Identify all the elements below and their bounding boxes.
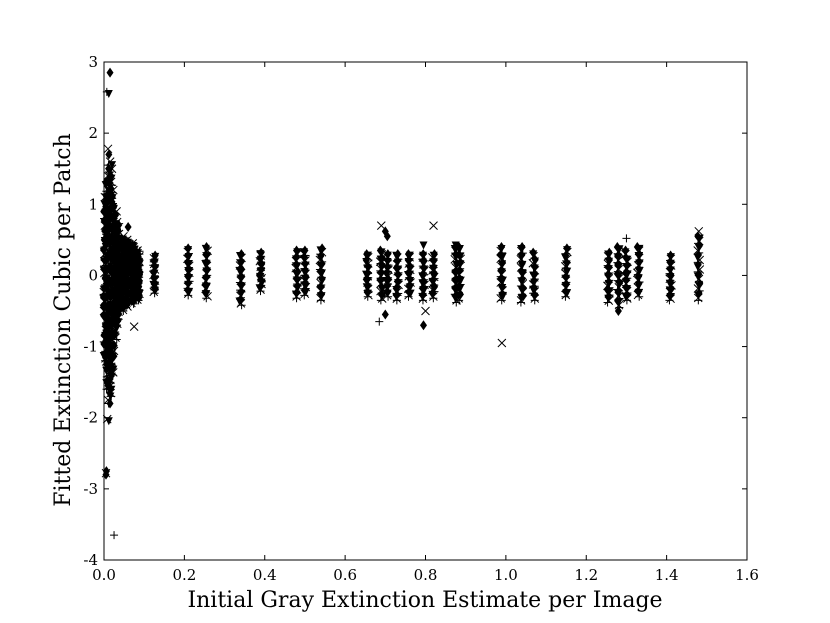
- data-point: [105, 149, 113, 160]
- data-point: [419, 241, 428, 250]
- data-point: [667, 250, 675, 261]
- data-point: [133, 246, 142, 255]
- y-tick-label: 2: [88, 124, 98, 142]
- x-tick-label: 0.6: [333, 566, 357, 584]
- data-point: [300, 252, 308, 263]
- x-tick-label: 0.2: [172, 566, 196, 584]
- data-point: [150, 272, 158, 283]
- data-point: [529, 247, 537, 258]
- y-tick-label: -2: [83, 409, 98, 427]
- data-point: [383, 231, 391, 242]
- x-axis-label: Initial Gray Extinction Estimate per Ima…: [187, 588, 662, 613]
- data-point: [497, 241, 505, 252]
- data-point: [451, 241, 460, 250]
- x-tick-label: 1.2: [574, 566, 598, 584]
- data-point: [613, 241, 621, 252]
- data-point: [420, 255, 428, 266]
- data-point: [614, 306, 622, 316]
- data-point: [103, 144, 113, 154]
- data-point: [376, 245, 384, 256]
- x-tick-label: 0.4: [253, 566, 277, 584]
- data-point: [430, 249, 438, 260]
- data-point: [363, 249, 371, 260]
- data-point: [104, 380, 112, 391]
- data-point: [108, 185, 118, 195]
- data-point: [184, 243, 192, 254]
- data-point: [421, 306, 430, 316]
- data-point: [108, 349, 117, 358]
- data-point: [106, 398, 114, 409]
- x-tick-label: 1.6: [735, 566, 759, 584]
- y-tick-label: 0: [88, 266, 98, 284]
- data-point: [106, 177, 116, 187]
- data-point: [107, 170, 115, 181]
- data-point: [106, 67, 114, 78]
- data-point: [108, 161, 117, 170]
- data-point: [633, 241, 641, 252]
- data-point: [497, 338, 507, 348]
- data-point: [563, 264, 571, 275]
- axis-ticks: 0.0 0.2 0.4 0.6 0.8 1.0 1.2 1.4 1.6 -4 -3 -2 -1 0 1 2 3: [83, 53, 759, 584]
- data-point: [129, 322, 139, 332]
- data-point: [393, 255, 401, 266]
- data-point: [318, 274, 326, 285]
- data-point: [101, 468, 111, 478]
- data-point: [112, 207, 121, 216]
- data-point: [375, 317, 384, 326]
- data-point: [429, 221, 438, 230]
- data-point: [124, 222, 132, 233]
- data-point: [102, 414, 112, 424]
- y-tick-label: 3: [88, 53, 98, 71]
- data-point: [105, 168, 114, 177]
- data-point: [293, 245, 301, 256]
- data-point: [694, 226, 704, 236]
- data-point: [622, 245, 630, 256]
- data-point: [605, 247, 613, 258]
- y-tick-label: -4: [83, 551, 98, 569]
- data-point: [499, 257, 507, 268]
- data-point: [151, 250, 159, 261]
- data-point: [112, 217, 122, 227]
- data-point: [419, 249, 427, 260]
- y-tick-label: -3: [83, 480, 98, 498]
- data-point: [622, 234, 631, 243]
- data-point: [419, 320, 427, 331]
- data-point: [613, 285, 622, 294]
- data-point: [384, 249, 392, 260]
- data-point: [404, 249, 412, 260]
- x-tick-label: 0.8: [414, 566, 438, 584]
- data-point: [110, 531, 119, 540]
- y-tick-label: 1: [88, 195, 98, 213]
- data-points: [99, 67, 705, 540]
- data-point: [102, 87, 111, 96]
- y-tick-label: -1: [83, 338, 98, 356]
- data-point: [381, 309, 389, 320]
- data-point: [318, 243, 326, 254]
- x-tick-label: 0.0: [92, 566, 116, 584]
- data-point: [404, 255, 412, 266]
- data-point: [301, 245, 309, 256]
- data-point: [257, 247, 265, 258]
- data-point: [128, 239, 138, 248]
- data-point: [237, 249, 245, 260]
- x-tick-label: 1.0: [494, 566, 518, 584]
- y-axis-label: Fitted Extinction Cubic per Patch: [51, 133, 76, 507]
- data-point: [563, 243, 571, 254]
- data-point: [203, 241, 211, 252]
- data-point: [394, 249, 402, 260]
- data-point: [518, 241, 526, 252]
- x-tick-label: 1.4: [655, 566, 679, 584]
